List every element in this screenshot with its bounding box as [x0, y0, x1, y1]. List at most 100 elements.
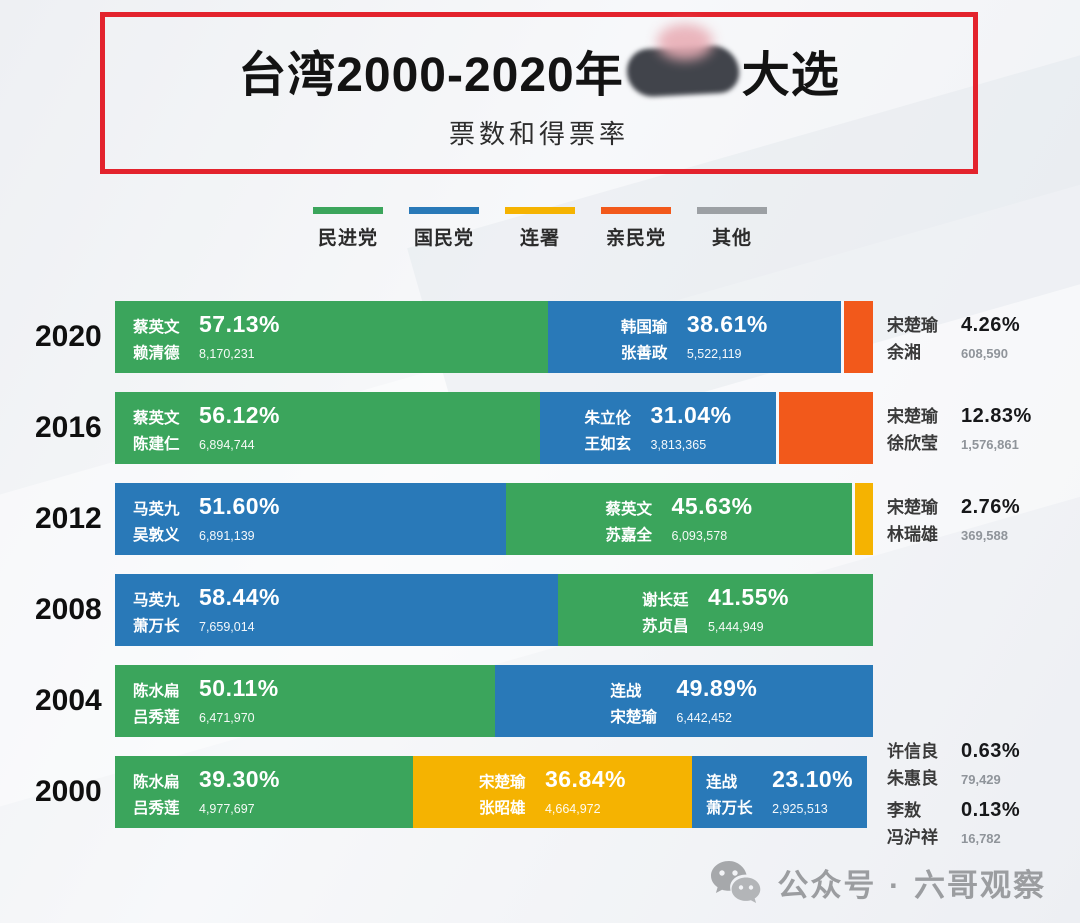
segment-label: 连战 49.89% 宋楚瑜 6,442,452: [610, 675, 757, 727]
bar-segment: 韩国瑜 38.61% 张善政 5,522,119: [548, 301, 841, 373]
percentage-label: 51.60%: [199, 493, 281, 519]
segment-label: 陈水扁 50.11% 吕秀莲 6,471,970: [133, 675, 279, 727]
year-label: 2016: [35, 411, 102, 444]
running-mate-name: 徐欣莹: [887, 434, 938, 453]
legend: 民进党 国民党 连署 亲民党 其他: [0, 207, 1080, 250]
bar-segment: 马英九 51.60% 吴敦义 6,891,139: [115, 483, 507, 555]
segment-label: 蔡英文 45.63% 苏嘉全 6,093,578: [606, 493, 753, 545]
segment-label: 朱立伦 31.04% 王如玄 3,813,365: [585, 402, 732, 454]
candidate-name: 连战: [610, 683, 642, 700]
chart-title: 台湾2000-2020年 大选: [238, 24, 840, 105]
year-label: 2004: [35, 684, 102, 717]
vote-count: 5,444,949: [707, 620, 764, 634]
candidate-name: 朱立伦: [584, 410, 632, 427]
outside-labels: 宋楚瑜 4.26% 余湘 608,590: [887, 311, 1020, 363]
running-mate-name: 张善政: [620, 345, 668, 362]
year-label: 2008: [35, 593, 102, 626]
vote-count: 2,925,513: [772, 802, 828, 816]
segment-label: 马英九 58.44% 萧万长 7,659,014: [133, 584, 280, 636]
vote-count: 3,813,365: [650, 438, 707, 452]
outside-label-group: 宋楚瑜 12.83% 徐欣莹 1,576,861: [887, 402, 1032, 454]
segment-label: 谢长廷 41.55% 苏贞昌 5,444,949: [642, 584, 789, 636]
bar-row: 2008 马英九 58.44% 萧万长 7,659,014 谢长廷 41.55% 苏贞昌 5,4…: [35, 574, 1032, 646]
vote-count: 6,093,578: [671, 529, 728, 543]
vote-count: 7,659,014: [199, 620, 255, 634]
bar-segment: 陈水扁 50.11% 吕秀莲 6,471,970: [115, 665, 495, 737]
stacked-bar: 蔡英文 57.13% 赖清德 8,170,231 韩国瑜 38.61% 张善政 5,522,1…: [115, 301, 873, 373]
percentage-label: 0.13%: [961, 798, 1021, 821]
running-mate-name: 萧万长: [706, 800, 753, 817]
title-suffix: 大选: [741, 49, 840, 102]
percentage-label: 41.55%: [707, 584, 789, 610]
percentage-label: 57.13%: [199, 311, 281, 337]
segment-label: 连战 23.10% 萧万长 2,925,513: [706, 766, 853, 818]
percentage-label: 56.12%: [199, 402, 281, 428]
stacked-bar: 马英九 51.60% 吴敦义 6,891,139 蔡英文 45.63% 苏嘉全 6,093,5…: [115, 483, 873, 555]
stacked-bar: 陈水扁 50.11% 吕秀莲 6,471,970 连战 49.89% 宋楚瑜 6,442,45…: [115, 665, 873, 737]
title-prefix: 台湾2000-2020年: [238, 49, 624, 102]
running-mate-name: 吴敦义: [133, 527, 180, 544]
candidate-name: 蔡英文: [605, 501, 653, 518]
bar-segment: 陈水扁 39.30% 吕秀莲 4,977,697: [115, 756, 413, 828]
watermark-text: 公众号 · 六哥观察: [777, 860, 1046, 905]
candidate-name: 马英九: [133, 592, 180, 609]
candidate-name: 蔡英文: [133, 410, 180, 427]
vote-count: 1,576,861: [961, 437, 1019, 452]
segment-label: 宋楚瑜 36.84% 张昭雄 4,664,972: [479, 766, 626, 818]
legend-label: 其他: [711, 228, 752, 249]
year-label: 2000: [35, 775, 102, 808]
running-mate-name: 冯沪祥: [887, 827, 938, 847]
vote-count: 4,977,697: [199, 802, 255, 816]
running-mate-name: 赖清德: [133, 345, 180, 362]
bar-segment: 马英九 58.44% 萧万长 7,659,014: [115, 574, 558, 646]
outside-labels: 许信良 0.63% 朱惠良 79,429 李敖 0.13% 冯沪祥 16,782: [887, 737, 1020, 848]
percentage-label: 4.26%: [961, 314, 1021, 336]
candidate-name: 宋楚瑜: [887, 498, 938, 517]
percentage-label: 0.63%: [961, 739, 1021, 762]
percentage-label: 23.10%: [772, 766, 854, 792]
candidate-name: 蔡英文: [133, 319, 180, 336]
legend-item: 民进党: [313, 207, 383, 250]
percentage-label: 2.76%: [961, 496, 1021, 518]
percentage-label: 58.44%: [199, 584, 281, 610]
bar-row: 2000 陈水扁 39.30% 吕秀莲 4,977,697 宋楚瑜 36.84% 张昭雄 4,6…: [35, 740, 1032, 847]
title-box: 台湾2000-2020年 大选 票数和得票率: [100, 12, 978, 174]
watermark-account-name: 六哥观察: [914, 867, 1046, 903]
legend-item: 连署: [505, 207, 575, 250]
bar-row: 2004 陈水扁 50.11% 吕秀莲 6,471,970 连战 49.89% 宋楚瑜 6,44…: [35, 665, 1032, 737]
chat-bubbles-icon: [711, 861, 761, 903]
running-mate-name: 朱惠良: [887, 768, 938, 788]
candidate-name: 李敖: [887, 800, 921, 820]
legend-swatch: [505, 207, 575, 214]
candidate-name: 马英九: [133, 501, 180, 518]
vote-count: 79,429: [961, 771, 1001, 787]
legend-item: 其他: [697, 207, 767, 250]
stacked-bar: 蔡英文 56.12% 陈建仁 6,894,744 朱立伦 31.04% 王如玄 3,813,3…: [115, 392, 873, 464]
vote-count: 369,588: [961, 528, 1008, 543]
legend-swatch: [313, 207, 383, 214]
bar-row: 2012 马英九 51.60% 吴敦义 6,891,139 蔡英文 45.63% 苏嘉全 6,0…: [35, 483, 1032, 555]
vote-count: 8,170,231: [199, 347, 255, 361]
vote-count: 6,894,744: [199, 438, 255, 452]
running-mate-name: 王如玄: [584, 436, 632, 453]
outside-label-group: 许信良 0.63% 朱惠良 79,429: [887, 737, 1020, 789]
vote-count: 4,664,972: [544, 802, 601, 816]
segment-label: 韩国瑜 38.61% 张善政 5,522,119: [621, 311, 768, 363]
running-mate-name: 吕秀莲: [133, 709, 180, 726]
bar-segment: 蔡英文 57.13% 赖清德 8,170,231: [115, 301, 548, 373]
legend-label: 国民党: [413, 228, 474, 249]
legend-label: 民进党: [317, 228, 378, 249]
legend-label: 连署: [519, 228, 560, 249]
outside-label-group: 宋楚瑜 2.76% 林瑞雄 369,588: [887, 493, 1020, 545]
running-mate-name: 苏嘉全: [605, 527, 653, 544]
stacked-bar: 马英九 58.44% 萧万长 7,659,014 谢长廷 41.55% 苏贞昌 5,444,9…: [115, 574, 873, 646]
censor-pink-smudge: [656, 24, 713, 60]
legend-swatch: [697, 207, 767, 214]
candidate-name: 韩国瑜: [620, 319, 668, 336]
bar-row: 2016 蔡英文 56.12% 陈建仁 6,894,744 朱立伦 31.04% 王如玄 3,8…: [35, 392, 1032, 464]
candidate-name: 陈水扁: [133, 683, 180, 700]
running-mate-name: 萧万长: [133, 618, 180, 635]
running-mate-name: 陈建仁: [133, 436, 180, 453]
bar-segment: 蔡英文 45.63% 苏嘉全 6,093,578: [506, 483, 852, 555]
percentage-label: 31.04%: [650, 402, 732, 428]
